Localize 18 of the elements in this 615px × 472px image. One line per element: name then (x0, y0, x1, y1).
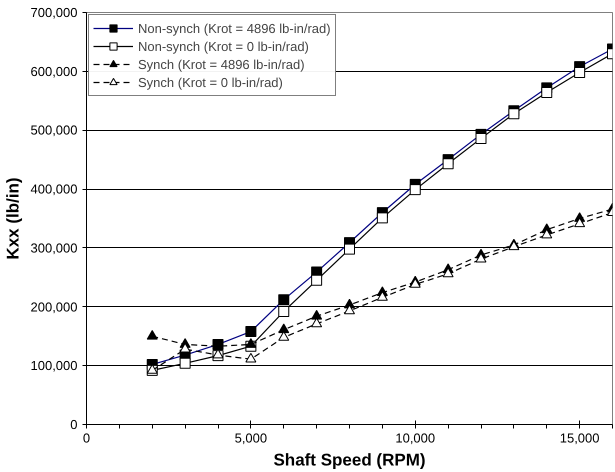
x-tick-label: 0 (82, 430, 90, 446)
x-tick-label: 5,000 (234, 430, 268, 446)
x-tick-label: 15,000 (560, 430, 600, 446)
y-tick-label: 0 (70, 417, 78, 432)
legend-label: Synch (Krot = 4896 lb-in/rad) (138, 56, 305, 73)
y-tick-label: 500,000 (30, 122, 78, 138)
y-tick-label: 200,000 (30, 299, 78, 314)
legend-label: Non-synch (Krot = 4896 lb-in/rad) (138, 20, 331, 37)
x-axis-title: Shaft Speed (RPM) (273, 450, 426, 470)
y-axis-title: Kxx (lb/in) (4, 177, 23, 260)
y-tick-label: 400,000 (30, 182, 78, 197)
y-tick-label: 600,000 (30, 64, 78, 79)
x-tick-label: 10,000 (395, 430, 436, 446)
legend-label: Non-synch (Krot = 0 lb-in/rad) (138, 38, 309, 55)
y-tick-label: 300,000 (30, 240, 78, 256)
legend-label: Synch (Krot = 0 lb-in/rad) (138, 74, 283, 91)
y-tick-label: 700,000 (30, 5, 78, 20)
y-tick-label: 100,000 (30, 358, 78, 374)
